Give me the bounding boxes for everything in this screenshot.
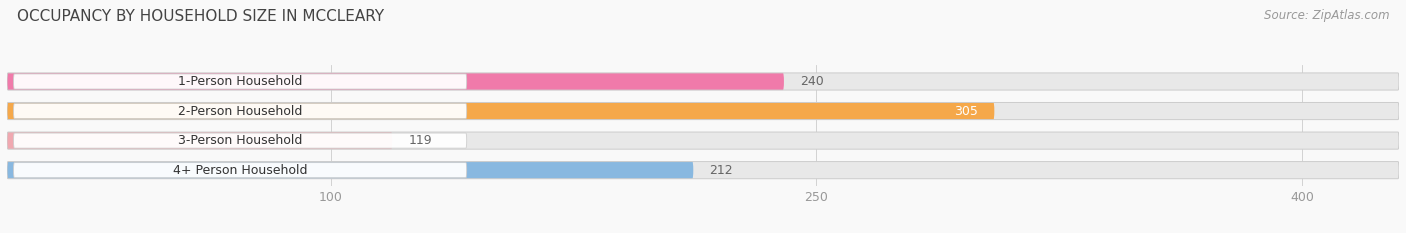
Text: 119: 119: [408, 134, 432, 147]
Text: Source: ZipAtlas.com: Source: ZipAtlas.com: [1264, 9, 1389, 22]
Text: OCCUPANCY BY HOUSEHOLD SIZE IN MCCLEARY: OCCUPANCY BY HOUSEHOLD SIZE IN MCCLEARY: [17, 9, 384, 24]
FancyBboxPatch shape: [7, 103, 1399, 120]
FancyBboxPatch shape: [7, 103, 994, 120]
FancyBboxPatch shape: [7, 73, 785, 90]
FancyBboxPatch shape: [7, 132, 392, 149]
Text: 4+ Person Household: 4+ Person Household: [173, 164, 308, 177]
FancyBboxPatch shape: [7, 161, 693, 179]
FancyBboxPatch shape: [7, 161, 1399, 179]
Text: 3-Person Household: 3-Person Household: [179, 134, 302, 147]
FancyBboxPatch shape: [7, 73, 1399, 90]
FancyBboxPatch shape: [14, 133, 467, 148]
FancyBboxPatch shape: [14, 163, 467, 178]
FancyBboxPatch shape: [14, 103, 467, 119]
Text: 2-Person Household: 2-Person Household: [179, 105, 302, 117]
FancyBboxPatch shape: [14, 74, 467, 89]
Text: 240: 240: [800, 75, 824, 88]
FancyBboxPatch shape: [7, 132, 1399, 149]
Text: 305: 305: [955, 105, 979, 117]
Text: 212: 212: [710, 164, 733, 177]
Text: 1-Person Household: 1-Person Household: [179, 75, 302, 88]
